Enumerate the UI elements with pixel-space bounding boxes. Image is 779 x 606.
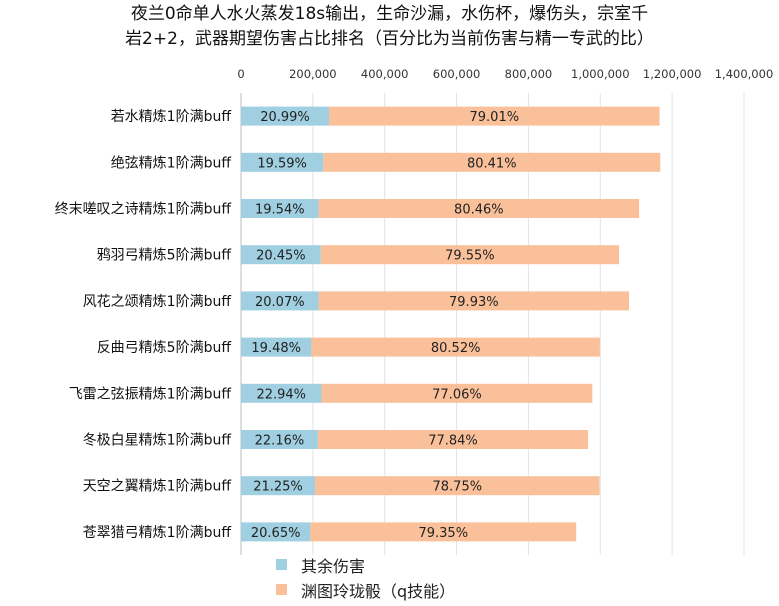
data-label-q-skill: 80.52% [431, 341, 481, 356]
data-label-other: 22.16% [255, 434, 305, 449]
data-label-other: 21.25% [253, 480, 303, 495]
x-tick-label: 1,000,000 [571, 67, 630, 81]
legend: 其余伤害 渊图玲珑骰（q技能） [276, 552, 455, 602]
category-label: 鸦羽弓精炼5阶满buff [97, 247, 232, 264]
legend-label-other: 其余伤害 [301, 556, 366, 576]
chart-title: 夜兰0命单人水火蒸发18s输出，生命沙漏，水伤杯，爆伤头，宗室千 岩2+2，武器… [0, 2, 779, 52]
category-labels: 若水精炼1阶满buff 绝弦精炼1阶满buff 终末嗟叹之诗精炼1阶满buff 鸦羽弓… [55, 109, 232, 541]
bars [241, 106, 661, 542]
data-label-q-skill: 78.75% [433, 480, 483, 495]
data-labels: 20.99% 79.01% 19.59% 80.41% 19.54% 80.46% 20.4… [251, 110, 519, 541]
chart-title-line-1: 夜兰0命单人水火蒸发18s输出，生命沙漏，水伤杯，爆伤头，宗室千 [130, 4, 649, 24]
data-label-other: 20.65% [251, 526, 301, 541]
data-label-q-skill: 80.46% [454, 203, 504, 218]
bar-other-damage [241, 383, 322, 403]
legend-swatch-other [276, 559, 287, 570]
x-tick-label: 1,200,000 [643, 67, 702, 81]
bar-q-skill-damage [318, 199, 640, 218]
category-label: 苍翠猎弓精炼1阶满buff [83, 525, 232, 541]
bar-q-skill-damage [321, 383, 593, 403]
bar-other-damage [241, 245, 321, 265]
x-axis-ticks: 0 200,000 400,000 600,000 800,000 1,000,000 1,… [237, 67, 773, 81]
data-label-other: 19.54% [255, 203, 305, 218]
bar-q-skill-damage [317, 430, 589, 449]
data-label-other: 22.94% [256, 387, 306, 402]
category-label: 反曲弓精炼5阶满buff [97, 340, 232, 356]
data-label-other: 19.59% [257, 156, 307, 171]
data-label-q-skill: 77.06% [432, 387, 482, 402]
legend-label-q-skill: 渊图玲珑骰（q技能） [301, 581, 456, 601]
x-tick-label: 200,000 [289, 67, 337, 81]
x-tick-label: 1,400,000 [715, 67, 774, 81]
bar-q-skill-damage [310, 522, 577, 542]
bar-other-damage [241, 152, 324, 172]
x-tick-label: 800,000 [505, 67, 553, 81]
x-tick-label: 0 [237, 67, 244, 81]
bar-other-damage [241, 106, 330, 126]
bar-other-damage [241, 522, 311, 542]
bar-other-damage [241, 291, 319, 311]
data-label-other: 20.07% [255, 295, 305, 310]
data-label-q-skill: 79.01% [470, 110, 520, 125]
legend-item-q-skill: 渊图玲珑骰（q技能） [276, 577, 455, 602]
category-label: 飞雷之弦振精炼1阶满buff [69, 386, 232, 402]
bar-other-damage [241, 430, 318, 449]
data-label-q-skill: 80.41% [467, 156, 517, 171]
data-label-q-skill: 79.55% [445, 249, 495, 264]
category-label: 若水精炼1阶满buff [111, 109, 232, 125]
data-label-other: 20.45% [256, 249, 306, 264]
data-label-other: 19.48% [251, 341, 301, 356]
x-tick-label: 400,000 [361, 67, 409, 81]
bar-q-skill-damage [315, 476, 600, 496]
category-label: 冬极白星精炼1阶满buff [83, 433, 232, 449]
chart-title-line-2: 岩2+2，武器期望伤害占比排名（百分比为当前伤害与精一专武的比） [125, 29, 654, 49]
legend-item-other: 其余伤害 [276, 552, 455, 577]
bar-other-damage [241, 199, 319, 218]
bar-other-damage [241, 337, 312, 357]
bar-q-skill-damage [329, 106, 660, 126]
data-label-q-skill: 77.84% [428, 434, 478, 449]
bar-other-damage [241, 476, 316, 496]
bar-q-skill-damage [323, 152, 661, 172]
x-tick-label: 600,000 [433, 67, 481, 81]
category-label: 终末嗟叹之诗精炼1阶满buff [55, 202, 232, 218]
data-label-q-skill: 79.93% [449, 295, 499, 310]
bar-q-skill-damage [320, 245, 619, 265]
legend-swatch-q-skill [276, 584, 287, 595]
category-label: 绝弦精炼1阶满buff [111, 155, 232, 171]
bar-q-skill-damage [311, 337, 600, 357]
data-label-other: 20.99% [260, 110, 310, 125]
category-label: 风花之颂精炼1阶满buff [83, 294, 232, 310]
data-label-q-skill: 79.35% [418, 526, 468, 541]
bar-q-skill-damage [318, 291, 630, 311]
category-label: 天空之翼精炼1阶满buff [83, 479, 232, 495]
